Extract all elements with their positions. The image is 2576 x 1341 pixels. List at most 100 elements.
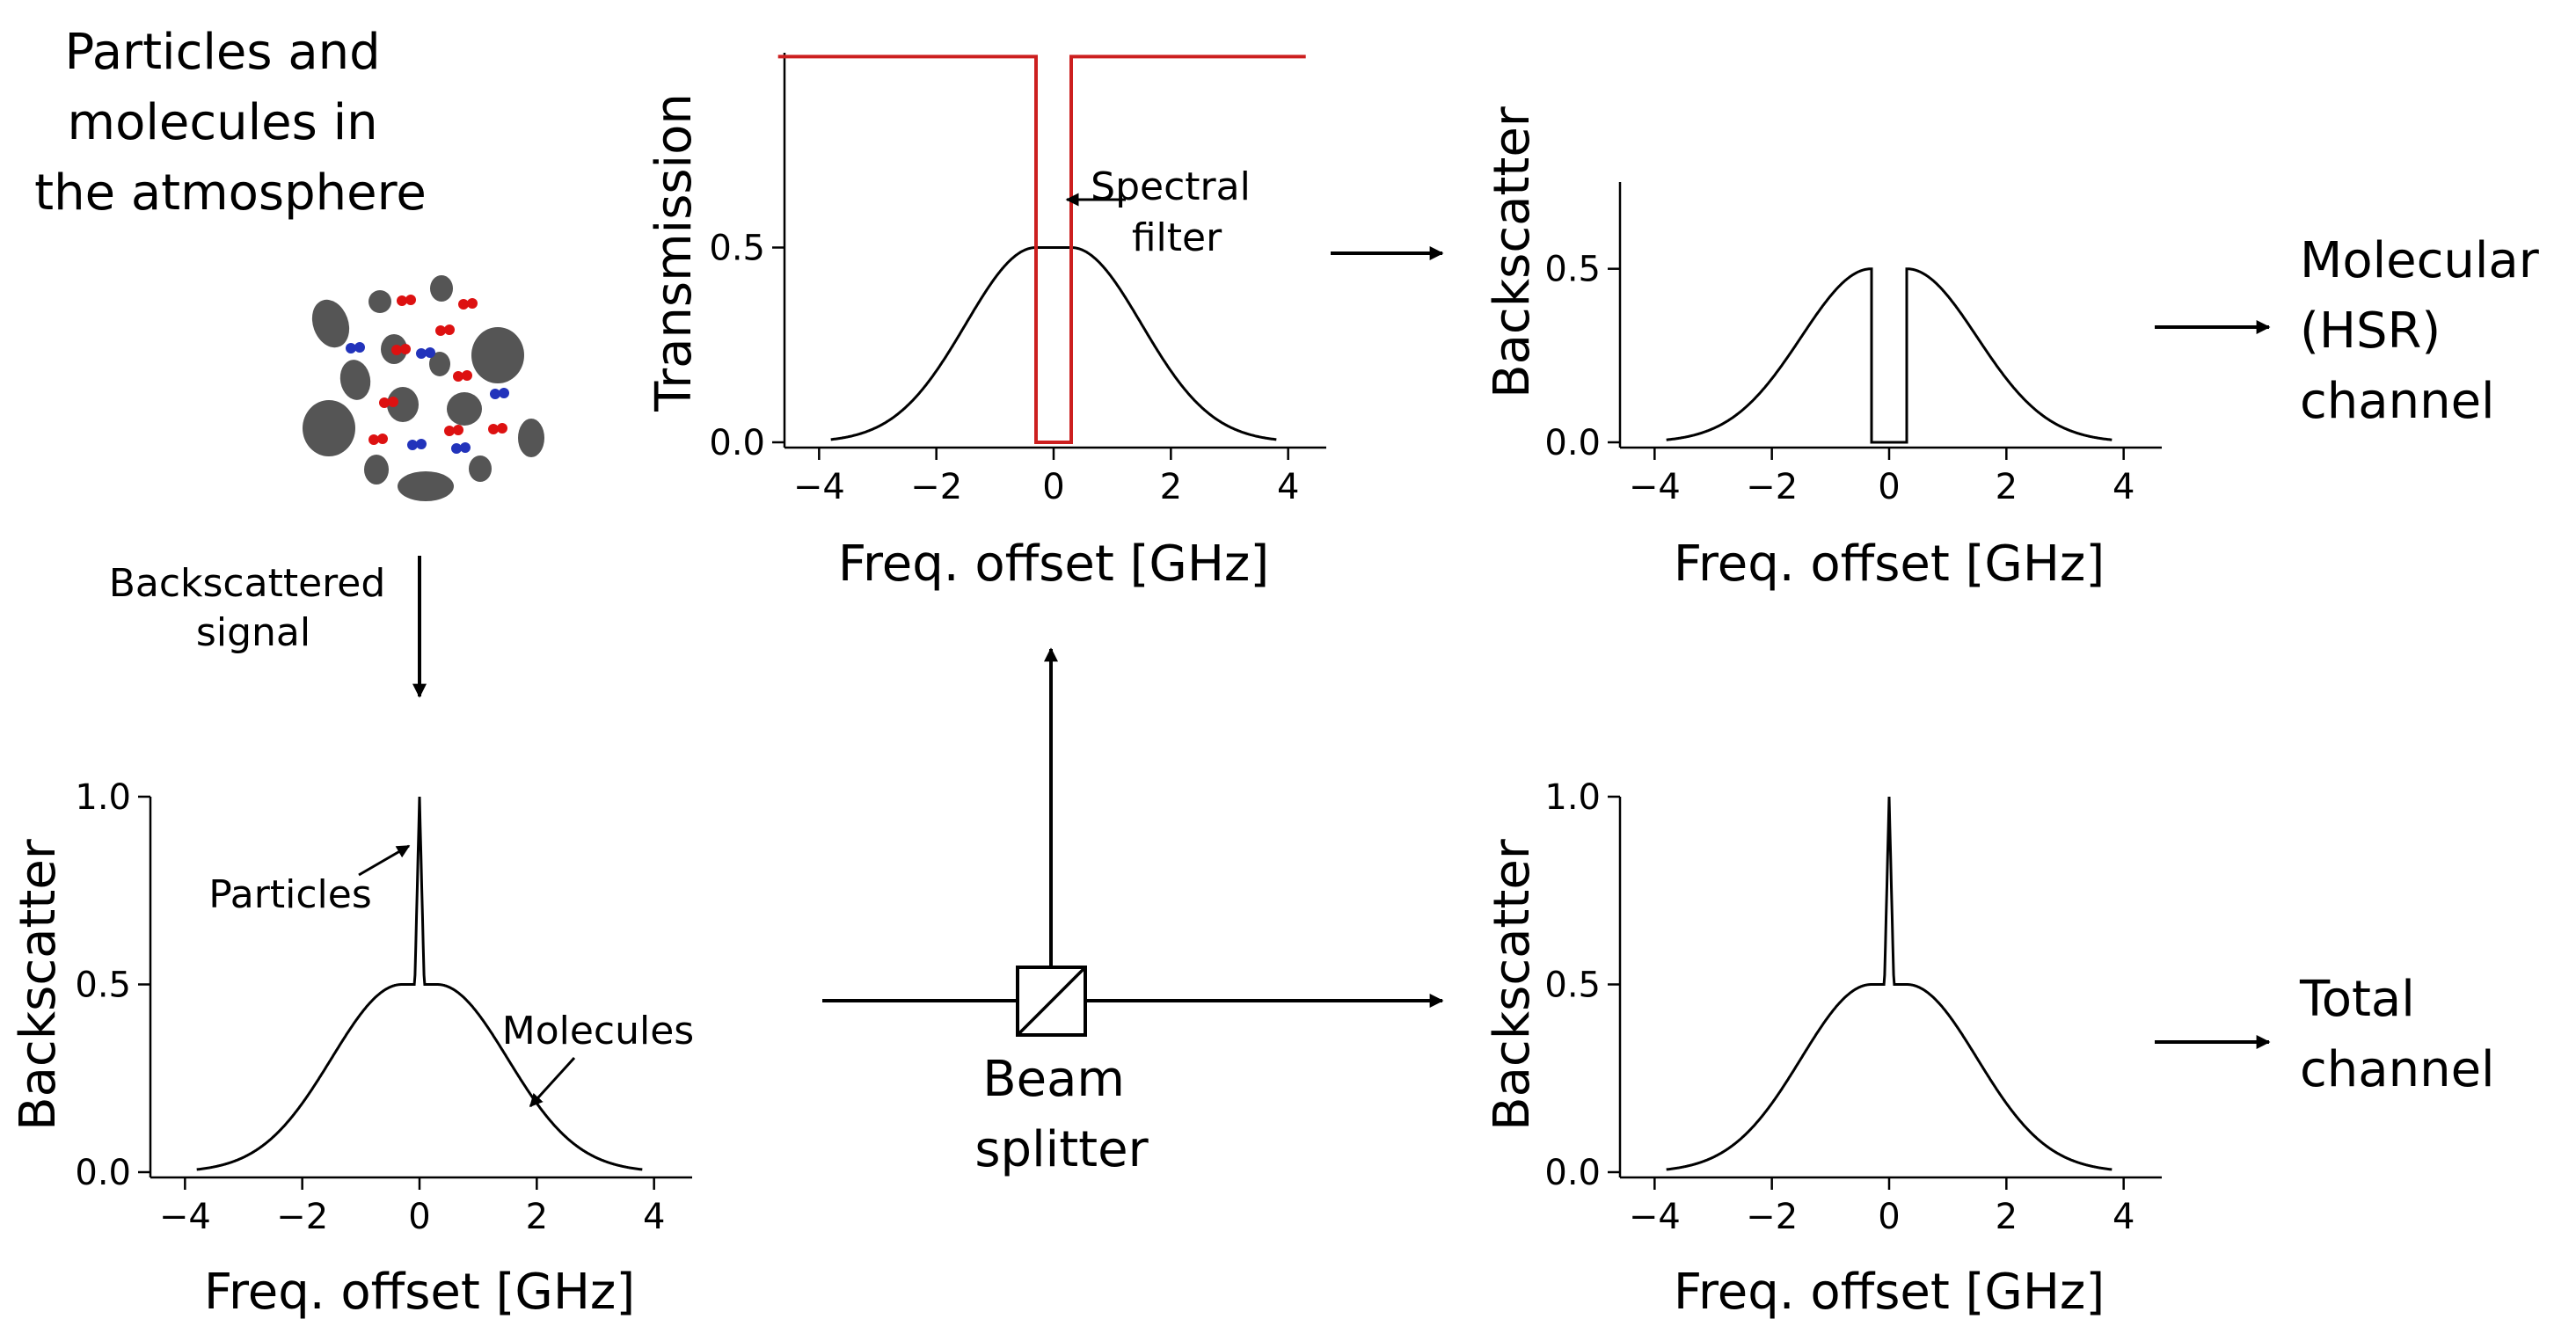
molecule-12 xyxy=(391,344,411,355)
total-channel-label: Total channel xyxy=(2299,971,2495,1098)
molecular-x-tick-label: 4 xyxy=(2113,467,2135,507)
molecule-9 xyxy=(407,439,427,450)
molecular-channel-label: Molecular (HSR) channel xyxy=(2300,232,2555,430)
particle-12 xyxy=(469,456,492,482)
beam-splitter-label: Beam splitter xyxy=(974,1051,1149,1178)
particle-7 xyxy=(387,387,419,422)
input-x-tick-label: 4 xyxy=(643,1197,665,1237)
backscattered-signal-line-1: Backscattered xyxy=(109,561,386,606)
total-channel-line-2: channel xyxy=(2300,1041,2495,1098)
filter-y-axis-title: Transmission xyxy=(646,93,703,412)
total-x-tick-label: 4 xyxy=(2113,1197,2135,1237)
particle-8 xyxy=(447,392,482,426)
molecular-channel-line-1: Molecular xyxy=(2300,232,2540,289)
filter-filter-transmission-line xyxy=(777,55,1306,444)
particle-6 xyxy=(303,400,355,456)
molecular-x-tick-label: −2 xyxy=(1746,467,1798,507)
input-x-tick-label: −2 xyxy=(276,1197,328,1237)
particle-1 xyxy=(369,290,391,313)
particle-3 xyxy=(471,327,524,383)
input-y-tick-label: 0.5 xyxy=(75,966,131,1006)
molecular-spectrum-line xyxy=(1666,267,2113,444)
molecular-y-tick-label: 0.0 xyxy=(1544,423,1601,463)
molecule-13 xyxy=(435,324,455,336)
molecule-0 xyxy=(397,295,416,306)
total-y-tick-label: 1.0 xyxy=(1544,777,1601,818)
total-y-axis-title: Backscatter xyxy=(1484,838,1541,1131)
filter-y-tick-label: 0.5 xyxy=(709,229,765,269)
molecular-x-tick-label: 0 xyxy=(1878,467,1900,507)
molecule-6 xyxy=(490,388,509,399)
chart-input-backscatter: −4 −2 0 2 4 0.0 0.5 1.0 Freq. offset [GHz] Backsc… xyxy=(10,777,692,1321)
input-y-tick-label: 1.0 xyxy=(75,777,131,818)
input-y-tick-label: 0.0 xyxy=(75,1153,131,1193)
beam-splitter-diagonal xyxy=(1016,966,1087,1037)
backscattered-signal-line-2: signal xyxy=(196,610,310,655)
spectral-filter-line-2: filter xyxy=(1132,215,1222,260)
atmosphere-title-line-1: Particles and xyxy=(64,24,380,81)
atmosphere-title-line-3: the atmosphere xyxy=(34,164,427,222)
particle-0 xyxy=(311,299,350,348)
input-x-axis-title: Freq. offset [GHz] xyxy=(204,1264,635,1321)
molecular-x-tick-label: −4 xyxy=(1629,467,1681,507)
filter-x-axis-title: Freq. offset [GHz] xyxy=(838,536,1269,593)
particle-4 xyxy=(339,360,371,400)
molecular-x-axis-title: Freq. offset [GHz] xyxy=(1674,536,2105,593)
total-x-tick-label: 0 xyxy=(1878,1197,1900,1237)
particles-label: Particles xyxy=(208,872,372,917)
molecular-y-tick-label: 0.5 xyxy=(1544,250,1601,290)
particle-11 xyxy=(364,455,389,485)
molecular-y-axis-title: Backscatter xyxy=(1484,106,1541,398)
total-x-tick-label: 2 xyxy=(1996,1197,2018,1237)
total-y-tick-label: 0.5 xyxy=(1544,966,1601,1006)
filter-y-tick-label: 0.0 xyxy=(709,423,765,463)
filter-x-tick-label: −4 xyxy=(793,467,845,507)
total-x-tick-label: −4 xyxy=(1629,1197,1681,1237)
input-spectrum-line xyxy=(196,796,643,1171)
total-x-axis-title: Freq. offset [GHz] xyxy=(1674,1264,2105,1321)
filter-x-tick-label: 4 xyxy=(1277,467,1299,507)
filter-x-tick-label: 0 xyxy=(1042,467,1064,507)
molecule-10 xyxy=(369,434,388,445)
input-x-tick-label: 2 xyxy=(526,1197,548,1237)
filter-spectrum-line xyxy=(830,246,1277,441)
total-x-tick-label: −2 xyxy=(1746,1197,1798,1237)
molecular-x-tick-label: 2 xyxy=(1996,467,2018,507)
filter-x-tick-label: −2 xyxy=(910,467,962,507)
beam-splitter-line-2: splitter xyxy=(974,1121,1149,1178)
particle-9 xyxy=(518,419,544,457)
total-y-tick-label: 0.0 xyxy=(1544,1153,1601,1193)
particles-pointer xyxy=(358,844,411,877)
molecule-2 xyxy=(346,342,365,353)
molecular-channel-line-3: channel xyxy=(2300,373,2495,430)
particle-10 xyxy=(398,471,454,501)
molecule-1 xyxy=(458,298,478,310)
molecules-label: Molecules xyxy=(502,1009,694,1053)
input-x-tick-label: 0 xyxy=(408,1197,430,1237)
molecule-7 xyxy=(444,425,463,436)
spectral-filter-label: Spectral filter xyxy=(1091,164,1263,260)
filter-x-tick-label: 2 xyxy=(1160,467,1182,507)
molecular-channel-line-2: (HSR) xyxy=(2300,302,2441,360)
chart-total-channel: −4 −2 0 2 4 0.0 0.5 1.0 Freq. offset [GHz] Backsc… xyxy=(1484,777,2162,1321)
chart-molecular-channel: −4 −2 0 2 4 0.0 0.5 Freq. offset [GHz] Backscatt… xyxy=(1484,106,2162,593)
atmosphere-title-line-2: molecules in xyxy=(68,94,378,151)
input-y-axis-title: Backscatter xyxy=(10,838,67,1131)
backscattered-signal-label: Backscattered signal xyxy=(109,561,398,655)
molecule-4 xyxy=(453,370,472,382)
spectral-filter-line-1: Spectral xyxy=(1091,164,1251,209)
beam-splitter-line-1: Beam xyxy=(982,1051,1125,1108)
particle-2 xyxy=(430,275,453,302)
molecule-11 xyxy=(451,442,471,454)
atmosphere-title: Particles and molecules in the atmospher… xyxy=(34,24,427,222)
molecule-8 xyxy=(488,423,507,434)
molecule-3 xyxy=(416,347,435,359)
chart-filter-transmission: −4 −2 0 2 4 0.0 0.5 Freq. offset [GHz] Transmiss… xyxy=(646,53,1326,593)
particle-13 xyxy=(429,352,450,376)
total-spectrum-line xyxy=(1666,796,2113,1171)
particle-molecule-cluster-illustration xyxy=(303,275,544,501)
molecules-pointer xyxy=(529,1056,576,1108)
total-channel-line-1: Total xyxy=(2299,971,2415,1028)
input-x-tick-label: −4 xyxy=(159,1197,211,1237)
